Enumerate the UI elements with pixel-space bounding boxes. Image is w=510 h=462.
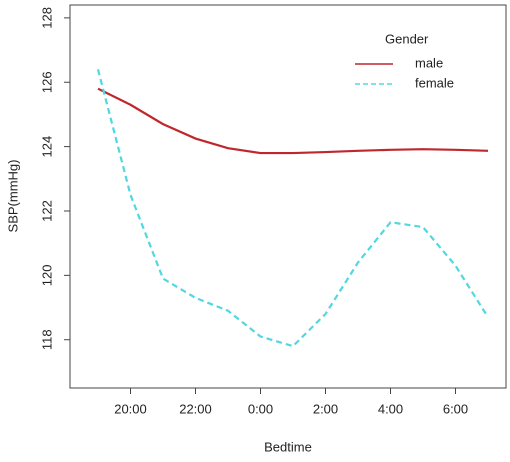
legend-label: female (415, 75, 454, 90)
y-tick-label: 124 (39, 136, 54, 158)
x-tick-label: 6:00 (443, 401, 468, 416)
y-tick-label: 126 (39, 71, 54, 93)
legend-title: Gender (385, 31, 429, 46)
x-tick-label: 20:00 (114, 401, 147, 416)
series-line (97, 87, 489, 155)
y-axis-label: SBP(mmHg) (5, 160, 20, 233)
x-tick-label: 0:00 (248, 401, 273, 416)
series-line (96, 69, 489, 348)
x-tick-label: 22:00 (179, 401, 212, 416)
x-tick-label: 2:00 (313, 401, 338, 416)
x-axis-label: Bedtime (264, 439, 312, 454)
x-tick-label: 4:00 (378, 401, 403, 416)
legend-label: male (415, 55, 443, 70)
y-tick-label: 118 (39, 329, 54, 350)
y-tick-label: 122 (39, 200, 54, 222)
y-tick-label: 120 (39, 265, 54, 287)
y-tick-label: 128 (39, 7, 54, 29)
